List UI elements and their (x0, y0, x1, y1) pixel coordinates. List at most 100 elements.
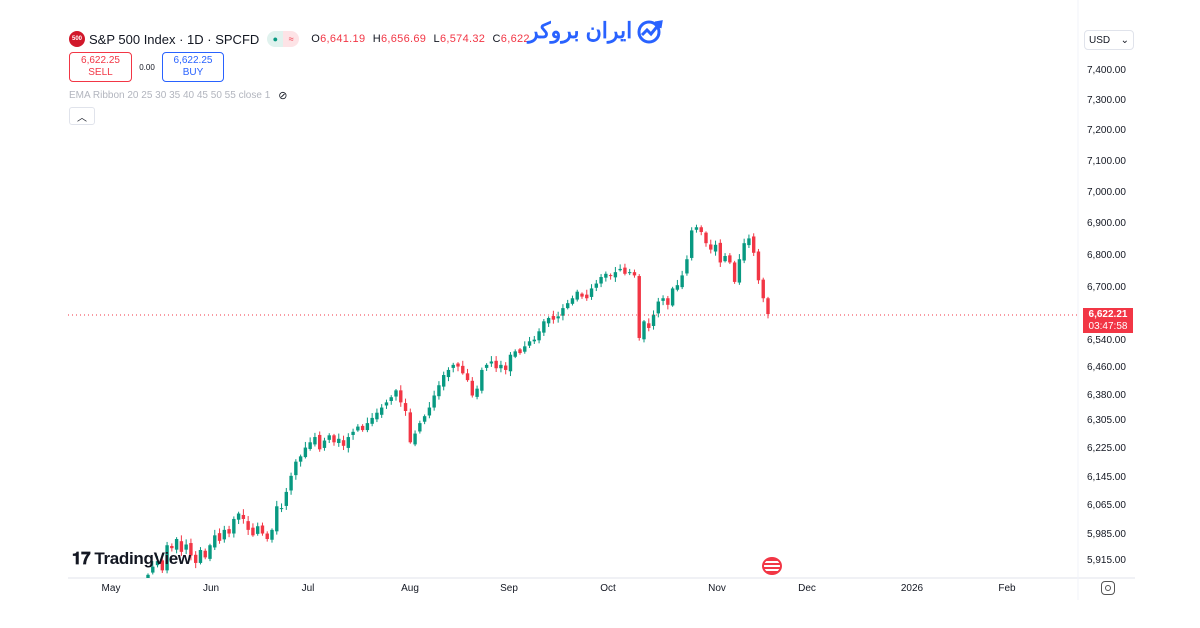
candle-body (723, 256, 727, 262)
candle (604, 271, 608, 282)
candle-body (484, 364, 489, 368)
candle (365, 417, 370, 433)
candle-body (184, 544, 188, 550)
eye-hidden-icon[interactable]: ⊘ (278, 90, 288, 102)
candle (756, 248, 761, 284)
candle-body (675, 285, 680, 290)
candle (623, 263, 627, 276)
price-tick-label: 7,200.00 (1087, 124, 1126, 136)
candle (418, 420, 422, 434)
candle (327, 433, 331, 444)
candle (666, 295, 670, 310)
candle (713, 240, 718, 256)
candle-body (356, 426, 360, 431)
candle-body (313, 437, 317, 445)
bar-countdown: 03:47:58 (1088, 321, 1128, 332)
candle-body (513, 351, 517, 357)
time-tick-label: Sep (500, 583, 518, 594)
indicator-legend: EMA Ribbon 20 25 30 35 40 45 50 55 close… (69, 89, 287, 102)
candle-body (303, 447, 308, 458)
currency-select[interactable]: USD ⌄ (1084, 30, 1134, 50)
candle (761, 277, 765, 303)
candle-body (651, 314, 656, 326)
candle-body (613, 272, 618, 278)
candle (618, 264, 622, 272)
candle-body (384, 402, 389, 406)
market-status[interactable]: ● ≈ (267, 31, 300, 47)
candle (255, 522, 260, 536)
time-tick-label: 2026 (900, 583, 924, 594)
candle (508, 352, 513, 377)
candle-body (732, 262, 737, 282)
candle-body (346, 437, 351, 448)
candle (542, 319, 546, 336)
candle-body (399, 390, 403, 403)
candle (284, 487, 289, 510)
candle-body (565, 303, 570, 309)
candle (642, 320, 646, 343)
candle-body (618, 268, 622, 271)
candle-body (446, 369, 451, 378)
collapse-legend-button[interactable]: ︿ (69, 107, 95, 125)
candle (351, 428, 355, 440)
buy-button[interactable]: 6,622.25 BUY (162, 52, 224, 82)
candle-body (546, 318, 551, 324)
price-tick-label: 6,900.00 (1087, 218, 1126, 230)
candle-body (575, 291, 579, 300)
time-tick-label: Dec (798, 583, 816, 594)
candle-body (246, 521, 250, 530)
market-open-dot-icon: ● (267, 31, 284, 47)
candle-body (499, 364, 503, 369)
candle (742, 238, 746, 264)
last-price: 6,622.21 (1088, 309, 1128, 320)
candle-body (222, 529, 227, 540)
candle (685, 255, 689, 276)
candle (275, 500, 279, 535)
price-tick-label: 6,305.00 (1087, 415, 1126, 427)
candle (427, 402, 432, 419)
sell-label: SELL (88, 67, 113, 78)
tradingview-logo-icon: 𝟏𝟕 (72, 549, 91, 568)
candle-body (255, 526, 260, 534)
tradingview-watermark[interactable]: 𝟏𝟕 TradingView (72, 549, 191, 569)
symbol-legend: 500 S&P 500 Index · 1D · SPCFD ● ≈ O6,64… (69, 31, 533, 47)
candle (503, 362, 508, 375)
candle (317, 431, 322, 452)
candle-body (227, 529, 231, 534)
candle-body (666, 298, 670, 305)
candle-body (351, 431, 355, 435)
candle-body (451, 364, 455, 368)
price-tick-label: 7,000.00 (1087, 186, 1126, 198)
candle-body (728, 255, 732, 263)
candle (356, 424, 360, 432)
candle-body (332, 435, 336, 443)
candle-body (608, 275, 613, 277)
us-event-flag-icon[interactable] (762, 557, 782, 575)
candle-body (236, 513, 241, 520)
candle (174, 537, 179, 554)
candle (661, 295, 665, 306)
candle-body (585, 294, 589, 299)
candle (723, 253, 727, 263)
candle (184, 539, 188, 555)
axis-settings-icon[interactable] (1101, 581, 1115, 595)
candle (747, 234, 751, 248)
symbol-title[interactable]: S&P 500 Index · 1D · SPCFD (89, 31, 260, 47)
candle-body (637, 276, 641, 338)
sell-button[interactable]: 6,622.25 SELL (69, 52, 132, 82)
candle (179, 535, 184, 556)
candle-body (494, 360, 498, 369)
candle-body (365, 423, 370, 431)
candle (370, 413, 374, 427)
candle (394, 389, 398, 401)
indicator-label[interactable]: EMA Ribbon 20 25 30 35 40 45 50 55 close… (69, 90, 271, 101)
candle (551, 310, 556, 324)
candle (341, 435, 346, 451)
candle-body (408, 412, 413, 443)
candle-body (480, 369, 484, 391)
candle-body (680, 275, 684, 288)
candle (189, 538, 193, 561)
candle-body (403, 403, 408, 411)
candle (728, 253, 732, 265)
